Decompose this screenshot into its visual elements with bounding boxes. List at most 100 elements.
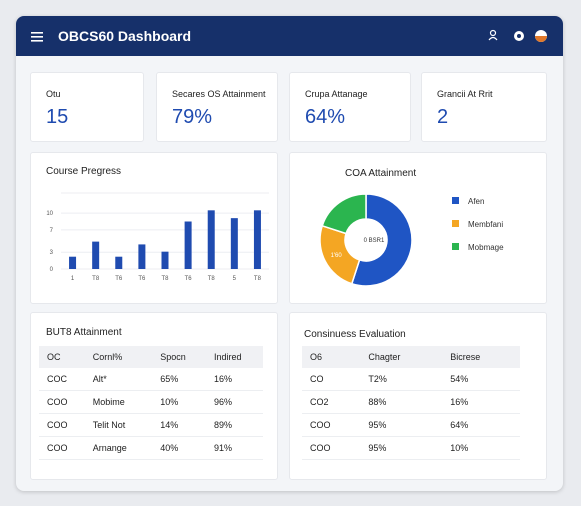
- user-icon[interactable]: [488, 29, 498, 41]
- column-header: O6: [302, 346, 361, 368]
- table-cell: 16%: [442, 390, 520, 414]
- coa-card: COA Attainment Afen 1'60 Membfani Mobmage 0 …: [289, 152, 547, 304]
- x-tick-label: T8: [92, 276, 100, 282]
- x-tick-label: 5: [233, 276, 237, 282]
- x-tick-label: T6: [138, 276, 146, 282]
- kpi-card: Secares OS Attainment 79%: [156, 72, 278, 142]
- table-cell: 10%: [442, 436, 520, 460]
- bar: [161, 251, 169, 269]
- table-cell: 89%: [205, 413, 263, 437]
- table-row: COO 95% 64%: [302, 413, 520, 437]
- donut-chart: Afen 1'60 Membfani Mobmage 0 BSR1: [319, 193, 504, 287]
- table-cell: 54%: [442, 368, 520, 391]
- table-cell: COO: [39, 390, 85, 414]
- x-tick-label: T8: [254, 276, 262, 282]
- table-cell: COC: [39, 368, 85, 391]
- donut-slice: [350, 193, 413, 287]
- menu-icon[interactable]: [30, 30, 50, 46]
- table-cell: Mobime: [84, 390, 153, 414]
- table-cell: 91%: [205, 436, 263, 460]
- settings-icon[interactable]: [514, 31, 524, 41]
- legend-swatch: [452, 197, 459, 204]
- table-cell: 95%: [360, 413, 443, 437]
- bar: [69, 256, 77, 269]
- bar: [184, 221, 192, 269]
- kpi-label: Grancii At Rrit: [437, 89, 493, 99]
- table-cell: COO: [39, 413, 85, 437]
- card-title: Consinuess Evaluation: [304, 329, 406, 340]
- table-cell: T2%: [360, 368, 443, 391]
- bar-chart: 0 3 7 10 1 T8 T6 T6 T8 T6 T8 5 T8: [46, 192, 269, 282]
- legend-label: Mobmage: [468, 243, 504, 252]
- kpi-card: Grancii At Rrit 2: [421, 72, 547, 142]
- column-header: Spocn: [152, 346, 206, 368]
- table-cell: COO: [39, 436, 85, 460]
- bar: [92, 241, 100, 269]
- x-tick-label: T8: [161, 276, 169, 282]
- dashboard: OBCS60 Dashboard Otu 15 Secares OS Attai…: [16, 16, 563, 491]
- table-row: COO Mobime 10% 96%: [39, 390, 263, 414]
- evaluation-card: Consinuess Evaluation O6 Chagter Bicrese CO…: [289, 312, 547, 480]
- bar: [138, 244, 146, 269]
- x-tick-label: T8: [208, 276, 216, 282]
- legend-swatch: [452, 220, 459, 227]
- column-header: Cornl%: [84, 346, 153, 368]
- table-row: CO T2% 54%: [302, 368, 520, 391]
- donut-slice: [321, 193, 367, 235]
- attainment-table: OC Cornl% Spocn Indired COC Alt* 65% 16% COO Mobi…: [39, 346, 263, 460]
- y-tick-label: 7: [50, 228, 54, 234]
- table-row: COC Alt* 65% 16%: [39, 368, 263, 391]
- kpi-label: Secares OS Attainment: [172, 89, 266, 99]
- column-header: Chagter: [360, 346, 443, 368]
- table-cell: 16%: [205, 368, 263, 391]
- avatar[interactable]: [535, 30, 547, 42]
- column-header: Bicrese: [442, 346, 520, 368]
- bar: [253, 210, 261, 269]
- x-tick-label: 1: [71, 276, 75, 282]
- table-cell: CO2: [302, 390, 361, 414]
- table-row: COO Telit Not 14% 89%: [39, 413, 263, 437]
- evaluation-table: O6 Chagter Bicrese CO T2% 54% CO2 88% 16% COO 95% 6…: [302, 346, 520, 460]
- bar: [115, 256, 123, 269]
- table-cell: 96%: [205, 390, 263, 414]
- table-cell: 95%: [360, 436, 443, 460]
- table-cell: Arnange: [84, 436, 153, 460]
- x-tick-label: T6: [115, 276, 123, 282]
- bar: [230, 218, 238, 269]
- kpi-label: Otu: [46, 89, 61, 99]
- bar: [207, 210, 215, 269]
- table-cell: 64%: [442, 413, 520, 437]
- y-tick-label: 3: [50, 250, 54, 256]
- table-cell: 10%: [152, 390, 206, 414]
- table-cell: Telit Not: [84, 413, 153, 437]
- table-cell: Alt*: [84, 368, 153, 391]
- y-tick-label: 10: [46, 211, 53, 217]
- kpi-value: 15: [46, 106, 69, 128]
- legend-label: Membfani: [468, 220, 503, 229]
- table-cell: COO: [302, 436, 361, 460]
- table-cell: 40%: [152, 436, 206, 460]
- column-header: Indired: [205, 346, 263, 368]
- header: OBCS60 Dashboard: [16, 16, 563, 56]
- kpi-value: 2: [437, 106, 449, 128]
- y-tick-label: 0: [50, 267, 54, 273]
- slice-label: 1'60: [331, 253, 343, 259]
- kpi-card: Otu 15: [30, 72, 144, 142]
- table-cell: 88%: [360, 390, 443, 414]
- header-icons: [488, 29, 547, 42]
- card-title: Course Pregress: [46, 166, 122, 177]
- table-cell: CO: [302, 368, 361, 391]
- table-row: COO 95% 10%: [302, 436, 520, 460]
- kpi-label: Crupa Attanage: [305, 89, 368, 99]
- table-row: CO2 88% 16%: [302, 390, 520, 414]
- donut-center-label: 0 BSR1: [364, 238, 385, 244]
- table-cell: COO: [302, 413, 361, 437]
- kpi-value: 64%: [305, 106, 346, 128]
- kpi-card: Crupa Attanage 64%: [289, 72, 411, 142]
- table-row: COO Arnange 40% 91%: [39, 436, 263, 460]
- attainment-card: BUT8 Attainment OC Cornl% Spocn Indired COC A…: [30, 312, 278, 480]
- card-title: COA Attainment: [345, 168, 417, 179]
- course-progress-card: Course Pregress 0 3 7 10 1 T8 T6 T6 T8 T6 T8 5 T8: [30, 152, 278, 304]
- header-title: OBCS60 Dashboard: [58, 28, 192, 44]
